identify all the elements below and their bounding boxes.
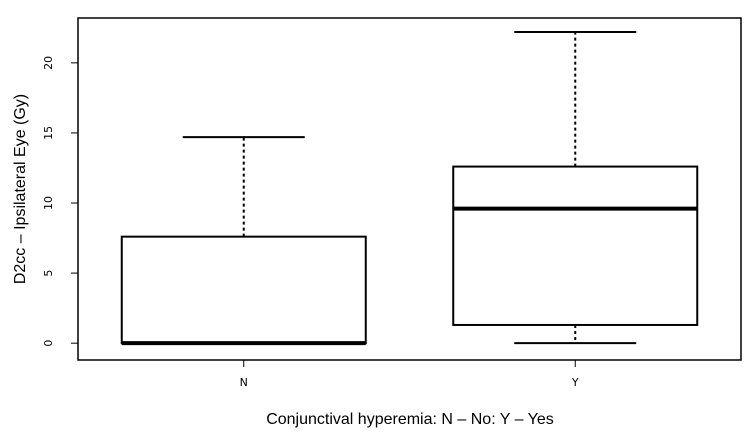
y-axis-label: D2cc – Ipsilateral Eye (Gy) [12,94,29,284]
y-axis: 0 5 10 15 20 [42,56,79,347]
x-tick-label: N [240,376,248,389]
y-tick-label: 15 [42,126,55,140]
box-group-y [452,31,699,345]
x-tick-label: Y [571,376,579,389]
box-group-n [120,136,367,346]
y-tick-label: 20 [42,56,55,70]
boxes [120,31,699,346]
iqr-box [452,165,699,326]
y-tick-label: 5 [42,270,55,277]
y-tick-label: 0 [42,340,55,347]
iqr-box [120,235,367,345]
x-axis-label: Conjunctival hyperemia: N – No: Y – Yes [266,411,554,428]
y-tick-label: 10 [42,196,55,210]
